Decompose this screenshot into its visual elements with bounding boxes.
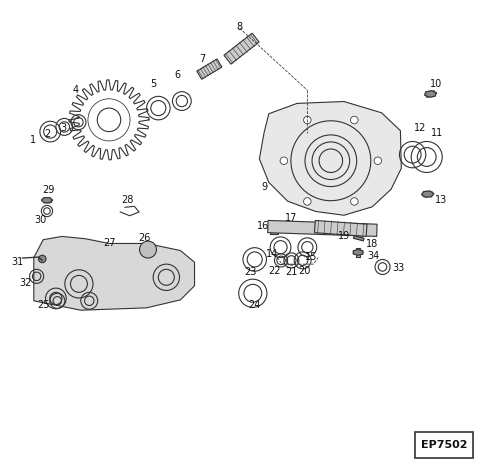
Text: 21: 21 [285, 266, 298, 277]
Text: 28: 28 [122, 195, 134, 205]
Text: 22: 22 [268, 266, 280, 276]
Circle shape [304, 116, 311, 124]
Polygon shape [424, 91, 436, 97]
Polygon shape [426, 91, 436, 97]
Text: 19: 19 [338, 231, 350, 242]
Text: 12: 12 [414, 123, 426, 133]
Text: EP7502: EP7502 [421, 440, 468, 450]
Text: 25: 25 [37, 299, 50, 310]
Text: 10: 10 [430, 78, 442, 89]
Text: 11: 11 [431, 127, 443, 138]
Text: 8: 8 [236, 22, 242, 32]
Text: 16: 16 [256, 220, 269, 231]
Text: 6: 6 [174, 70, 180, 80]
Text: 4: 4 [73, 85, 79, 95]
Polygon shape [314, 220, 367, 236]
Text: 15: 15 [305, 252, 318, 262]
Text: 24: 24 [248, 300, 261, 311]
Text: 3: 3 [60, 123, 66, 133]
Text: 14: 14 [266, 249, 278, 259]
Circle shape [350, 116, 358, 124]
Text: 20: 20 [298, 266, 310, 276]
Text: 1: 1 [30, 134, 36, 145]
Polygon shape [422, 191, 434, 197]
Text: 9: 9 [261, 182, 267, 192]
Polygon shape [422, 191, 432, 197]
Text: 13: 13 [434, 195, 447, 205]
Polygon shape [270, 230, 278, 234]
Text: 18: 18 [366, 239, 378, 250]
Text: 27: 27 [104, 237, 116, 248]
Circle shape [350, 198, 358, 205]
Text: 30: 30 [34, 215, 46, 225]
Text: 23: 23 [244, 267, 256, 277]
Text: 31: 31 [11, 257, 24, 267]
Text: 17: 17 [285, 212, 298, 223]
FancyBboxPatch shape [414, 432, 473, 458]
Text: 7: 7 [199, 54, 205, 64]
Circle shape [280, 157, 287, 164]
Polygon shape [34, 236, 194, 310]
Polygon shape [42, 198, 52, 203]
Polygon shape [260, 102, 402, 215]
Polygon shape [42, 198, 51, 202]
Polygon shape [354, 250, 363, 255]
Polygon shape [197, 59, 222, 79]
Circle shape [304, 198, 311, 205]
Text: 34: 34 [368, 251, 380, 261]
Circle shape [374, 157, 382, 164]
Circle shape [140, 241, 156, 258]
Polygon shape [356, 248, 360, 257]
Text: 29: 29 [42, 185, 55, 196]
Circle shape [38, 255, 46, 263]
Text: 33: 33 [392, 263, 404, 273]
Polygon shape [268, 220, 377, 236]
Text: 26: 26 [138, 233, 151, 243]
Text: 2: 2 [44, 129, 50, 139]
Polygon shape [354, 235, 364, 241]
Text: 5: 5 [150, 78, 157, 89]
Polygon shape [224, 33, 259, 64]
Text: 32: 32 [20, 278, 32, 289]
